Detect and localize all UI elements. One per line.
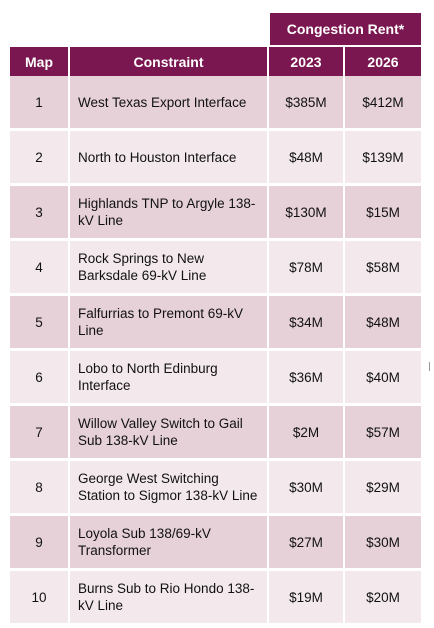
constraint-name-cell: George West Switching Station to Sigmor … xyxy=(70,461,269,516)
rent-2023-cell: $385M xyxy=(269,76,345,131)
rent-2023-cell: $30M xyxy=(269,461,345,516)
table-row: 2 North to Houston Interface $48M $139M xyxy=(10,131,421,186)
table-row: 9 Loyola Sub 138/69-kV Transformer $27M … xyxy=(10,516,421,571)
map-number-cell: 1 xyxy=(10,76,70,131)
constraint-name-cell: Lobo to North Edinburg Interface xyxy=(70,351,269,406)
rent-2023-cell: $34M xyxy=(269,296,345,351)
map-number-cell: 3 xyxy=(10,186,70,241)
constraint-name-cell: West Texas Export Interface xyxy=(70,76,269,131)
congestion-table: Map Constraint 2023 2026 1 West Texas Ex… xyxy=(10,45,421,626)
column-header-2023: 2023 xyxy=(269,45,345,76)
constraint-name-cell: North to Houston Interface xyxy=(70,131,269,186)
rent-2023-cell: $27M xyxy=(269,516,345,571)
constraint-name-cell: Willow Valley Switch to Gail Sub 138-kV … xyxy=(70,406,269,461)
rent-2026-cell: $15M xyxy=(345,186,421,241)
map-number-cell: 10 xyxy=(10,571,70,626)
map-number-cell: 8 xyxy=(10,461,70,516)
rent-2026-cell: $57M xyxy=(345,406,421,461)
rent-2026-cell: $48M xyxy=(345,296,421,351)
map-number-cell: 5 xyxy=(10,296,70,351)
rent-2026-cell: $412M xyxy=(345,76,421,131)
table-row: 4 Rock Springs to New Barksdale 69-kV Li… xyxy=(10,241,421,296)
congestion-rent-group-header: Congestion Rent* xyxy=(270,13,421,45)
table-row: 10 Burns Sub to Rio Hondo 138-kV Line $1… xyxy=(10,571,421,626)
edge-divider-mark xyxy=(429,362,430,371)
map-number-cell: 4 xyxy=(10,241,70,296)
rent-2026-cell: $29M xyxy=(345,461,421,516)
constraint-name-cell: Falfurrias to Premont 69-kV Line xyxy=(70,296,269,351)
map-number-cell: 7 xyxy=(10,406,70,461)
table-row: 5 Falfurrias to Premont 69-kV Line $34M … xyxy=(10,296,421,351)
column-header-constraint: Constraint xyxy=(70,45,269,76)
map-number-cell: 9 xyxy=(10,516,70,571)
rent-2023-cell: $130M xyxy=(269,186,345,241)
rent-2026-cell: $30M xyxy=(345,516,421,571)
constraint-name-cell: Burns Sub to Rio Hondo 138-kV Line xyxy=(70,571,269,626)
column-header-map: Map xyxy=(10,45,70,76)
rent-2026-cell: $40M xyxy=(345,351,421,406)
constraint-name-cell: Loyola Sub 138/69-kV Transformer xyxy=(70,516,269,571)
rent-2026-cell: $58M xyxy=(345,241,421,296)
table-row: 3 Highlands TNP to Argyle 138-kV Line $1… xyxy=(10,186,421,241)
rent-2023-cell: $78M xyxy=(269,241,345,296)
table-row: 8 George West Switching Station to Sigmo… xyxy=(10,461,421,516)
table-header-row: Map Constraint 2023 2026 xyxy=(10,45,421,76)
rent-2023-cell: $2M xyxy=(269,406,345,461)
rent-2023-cell: $48M xyxy=(269,131,345,186)
table-row: 1 West Texas Export Interface $385M $412… xyxy=(10,76,421,131)
constraint-name-cell: Rock Springs to New Barksdale 69-kV Line xyxy=(70,241,269,296)
column-header-2026: 2026 xyxy=(345,45,421,76)
rent-2023-cell: $36M xyxy=(269,351,345,406)
table-row: 6 Lobo to North Edinburg Interface $36M … xyxy=(10,351,421,406)
rent-2026-cell: $20M xyxy=(345,571,421,626)
rent-2026-cell: $139M xyxy=(345,131,421,186)
rent-2023-cell: $19M xyxy=(269,571,345,626)
constraint-name-cell: Highlands TNP to Argyle 138-kV Line xyxy=(70,186,269,241)
map-number-cell: 2 xyxy=(10,131,70,186)
map-number-cell: 6 xyxy=(10,351,70,406)
table-row: 7 Willow Valley Switch to Gail Sub 138-k… xyxy=(10,406,421,461)
